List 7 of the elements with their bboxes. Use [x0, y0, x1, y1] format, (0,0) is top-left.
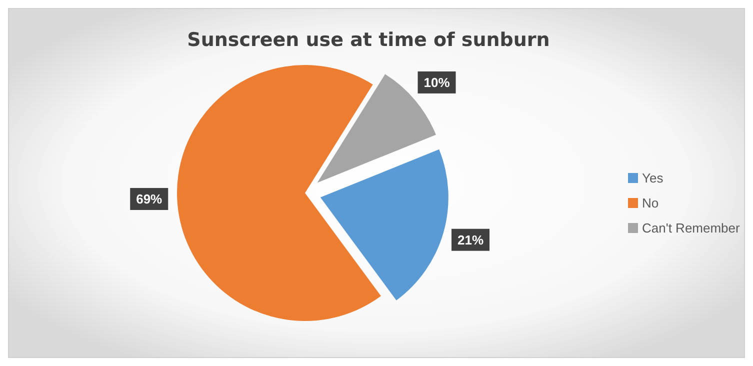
- data-label: 69%: [136, 192, 163, 207]
- legend-label: Yes: [642, 170, 664, 186]
- data-label: 21%: [457, 232, 484, 248]
- legend-label: Can't Remember: [642, 220, 741, 236]
- data-label: 10%: [424, 74, 450, 90]
- chart-title: Sunscreen use at time of sunburn: [187, 29, 550, 51]
- legend-label: No: [642, 196, 659, 211]
